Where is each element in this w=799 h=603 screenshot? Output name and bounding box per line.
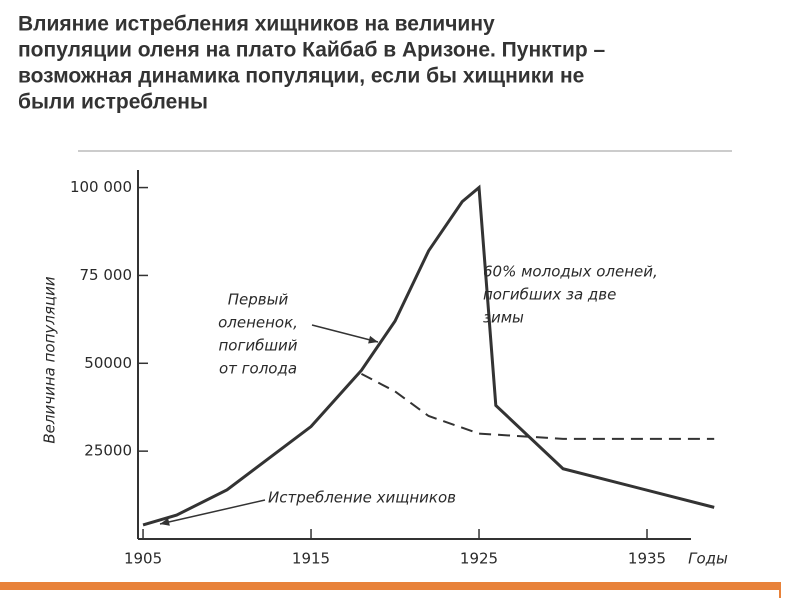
- x-tick-label: 1925: [460, 550, 498, 568]
- annotation: олененок,: [218, 314, 298, 332]
- annotation: 60% молодых оленей,: [483, 263, 658, 281]
- title: были истреблены: [18, 91, 208, 114]
- annotation: от голода: [219, 360, 297, 378]
- title: Влияние истребления хищников на величину: [18, 13, 495, 36]
- accent-bar: [0, 582, 780, 590]
- annotation: погибший: [218, 337, 297, 355]
- y-tick-label: 50000: [84, 354, 132, 372]
- annotation-arrow: [311, 324, 379, 343]
- y-tick-label: 25000: [84, 442, 132, 460]
- annotation: Истребление хищников: [268, 489, 456, 507]
- arrow-head: [160, 518, 170, 526]
- y-tick-label: 100 000: [70, 178, 132, 196]
- annotation: зимы: [483, 309, 524, 327]
- annotation: Первый: [228, 291, 289, 309]
- annotation: погибших за две: [483, 286, 616, 304]
- annotation-arrow: [159, 499, 266, 525]
- y-tick-label: 75 000: [80, 266, 133, 284]
- y-axis-label: Величина популяции: [41, 276, 59, 443]
- line-series: [142, 184, 715, 527]
- arrow-head: [368, 335, 378, 344]
- title: популяции оленя на плато Кайбаб в Аризон…: [18, 39, 606, 62]
- title: возможная динамика популяции, если бы хи…: [18, 65, 584, 88]
- line-series: [360, 372, 715, 440]
- x-axis-label: Годы: [688, 550, 728, 568]
- x-tick-label: 1915: [292, 550, 330, 568]
- x-tick-label: 1935: [628, 550, 666, 568]
- x-tick-label: 1905: [124, 550, 162, 568]
